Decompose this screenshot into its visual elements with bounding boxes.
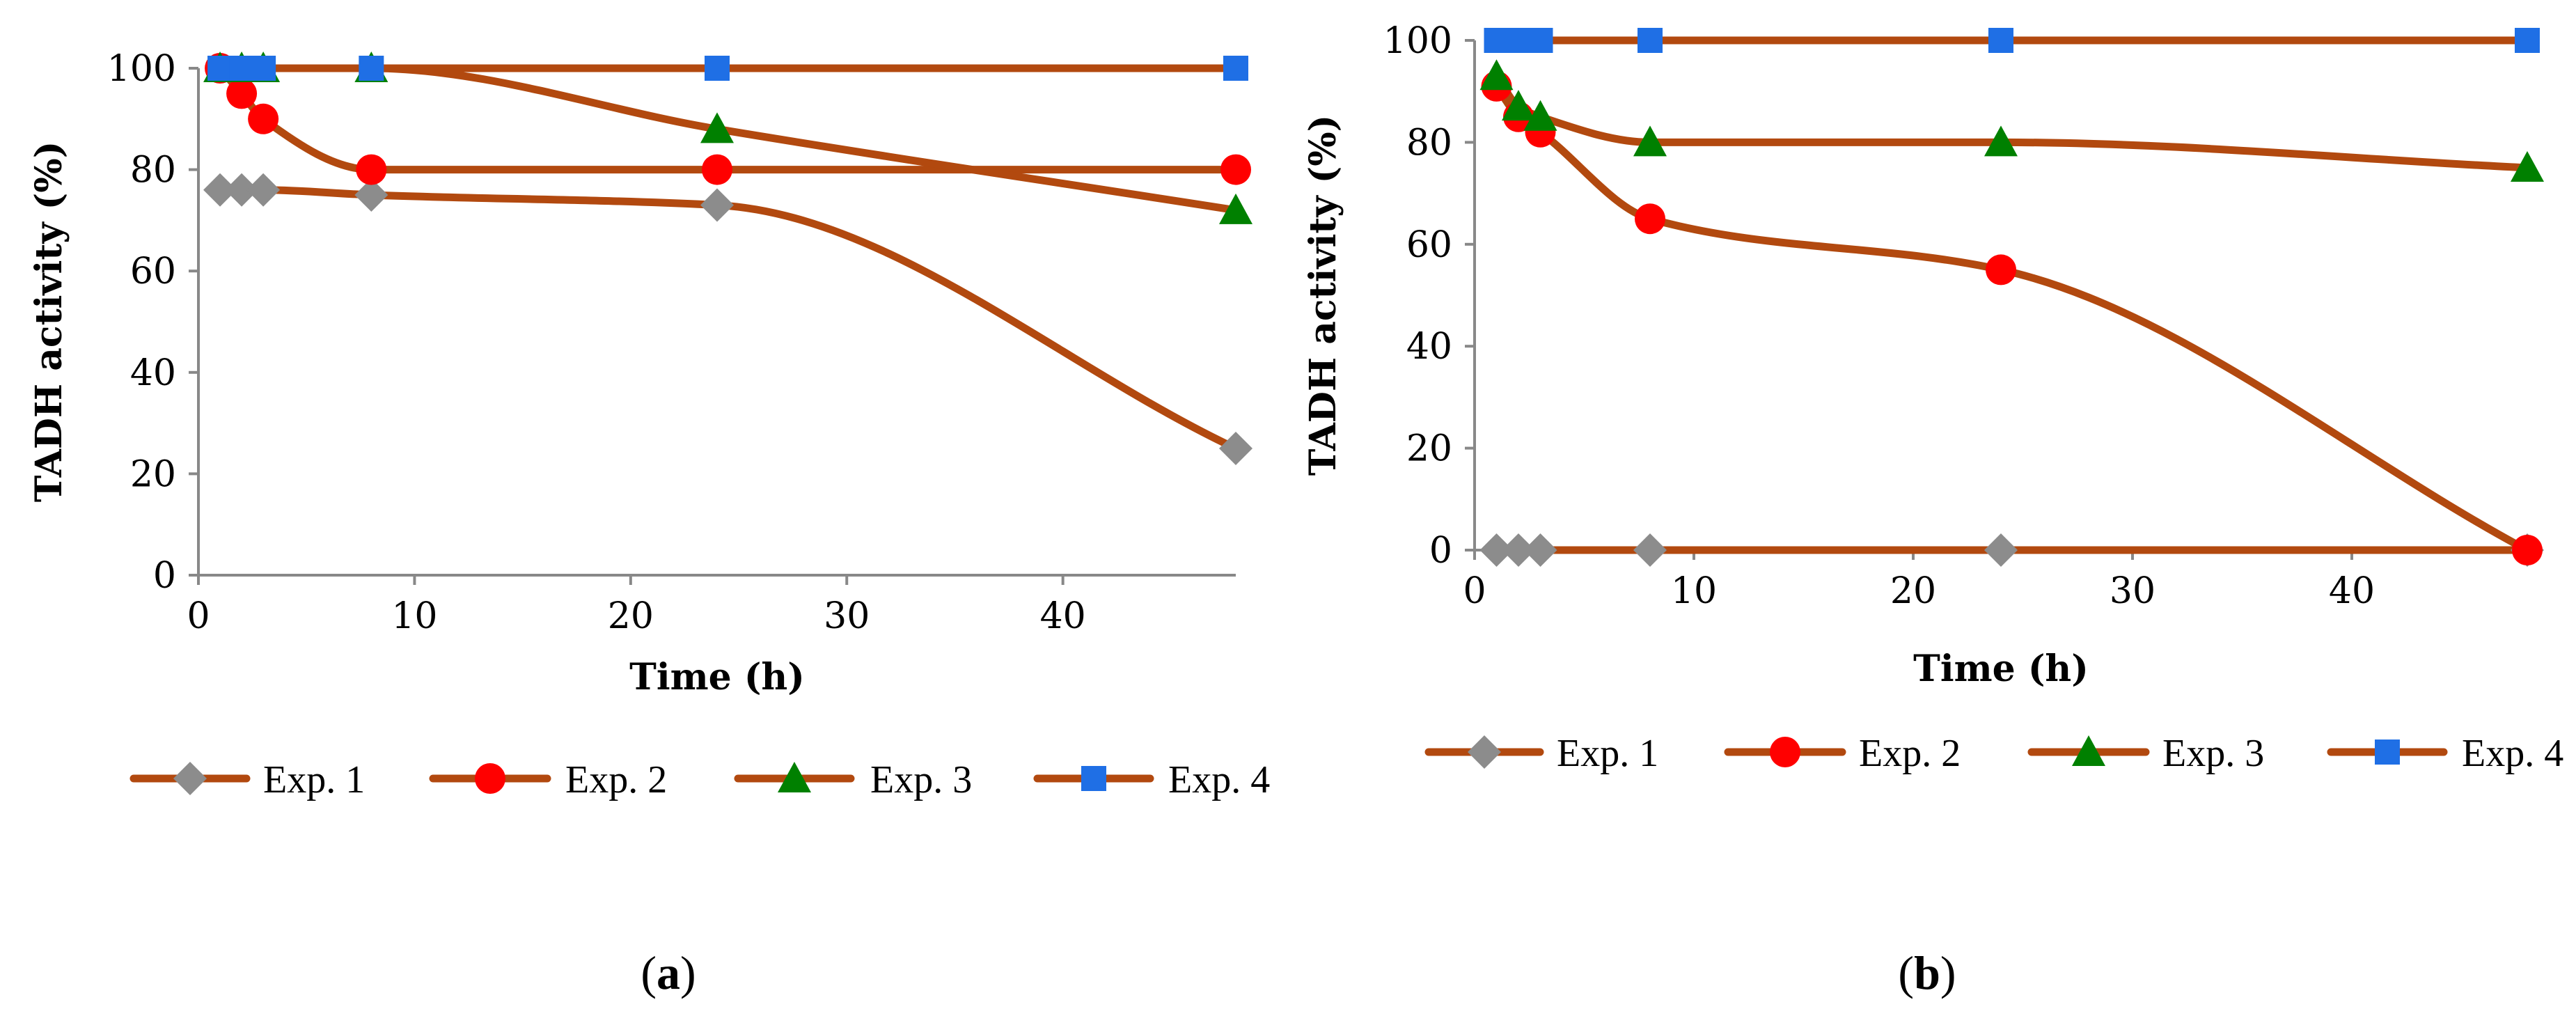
data-point-a-exp-4 [705, 56, 730, 81]
x-tick-label-a: 0 [187, 595, 210, 637]
chart-panel-b: 0 20 40 60 80 100 0 10 20 30 40 Time (h) TADH activi… [1302, 20, 2563, 999]
data-point-b-exp-4 [1988, 28, 2013, 53]
data-point-b-exp-3 [1984, 125, 2018, 157]
data-point-b-exp-2 [2512, 535, 2543, 565]
legend-marker-b-exp-4 [2375, 740, 2400, 765]
x-tick-label-a: 10 [391, 595, 437, 637]
legend-label-b-exp-1: Exp. 1 [1557, 732, 1658, 775]
data-point-b-exp-4 [1484, 28, 1509, 53]
data-point-a-exp-1 [203, 173, 237, 207]
legend-marker-a-exp-4 [1081, 766, 1106, 791]
data-point-b-exp-2 [1635, 203, 1665, 235]
data-point-a-exp-4 [251, 56, 276, 81]
legend-marker-a-exp-3 [778, 762, 811, 792]
y-tick-label-b: 20 [1406, 428, 1452, 470]
y-tick-label-a: 80 [130, 150, 176, 191]
data-point-a-exp-1 [246, 173, 281, 207]
legend-marker-a-exp-2 [475, 763, 505, 794]
data-point-a-exp-4 [207, 56, 233, 81]
data-point-b-exp-1 [1633, 533, 1667, 567]
data-point-b-exp-3 [1479, 59, 1514, 91]
data-point-a-exp-2 [1220, 154, 1251, 185]
y-tick-label-b: 60 [1406, 224, 1452, 266]
data-point-b-exp-1 [1502, 533, 1535, 567]
legend-label-a-exp-4: Exp. 4 [1168, 758, 1270, 801]
x-tick-label-b: 10 [1671, 570, 1717, 612]
x-tick-label-b: 20 [1890, 570, 1936, 612]
data-point-b-exp-4 [2515, 28, 2540, 53]
legend-label-a-exp-2: Exp. 2 [565, 758, 667, 801]
x-tick-label-b: 40 [2329, 570, 2375, 612]
data-point-a-exp-4 [229, 56, 255, 81]
panel-label-a: (a) [641, 946, 696, 999]
data-point-b-exp-3 [1633, 125, 1667, 157]
y-tick-label-a: 100 [107, 48, 176, 90]
data-point-a-exp-3 [700, 112, 734, 143]
legend-label-b-exp-2: Exp. 2 [1859, 732, 1961, 775]
x-tick-label-b: 30 [2110, 570, 2155, 612]
legend-label-a-exp-1: Exp. 1 [263, 758, 365, 801]
data-point-b-exp-4 [1527, 28, 1553, 53]
data-point-a-exp-2 [702, 154, 732, 185]
data-point-a-exp-1 [354, 178, 388, 212]
data-point-a-exp-4 [359, 56, 384, 81]
y-axis-title-a: TADH activity (%) [28, 141, 70, 503]
x-axis-title-b: Time (h) [1913, 648, 2089, 690]
y-axis-title-b: TADH activity (%) [1302, 115, 1344, 476]
legend-marker-b-exp-1 [1468, 735, 1501, 769]
data-point-b-exp-3 [1523, 100, 1557, 131]
x-tick-label-b: 0 [1463, 570, 1486, 612]
x-tick-label-a: 30 [824, 595, 870, 637]
y-tick-label-b: 100 [1383, 20, 1452, 62]
y-tick-label-a: 20 [130, 453, 176, 495]
data-point-b-exp-2 [1986, 254, 2016, 285]
x-axis-title-a: Time (h) [629, 656, 805, 698]
data-point-b-exp-4 [1638, 28, 1663, 53]
x-tick-label-a: 40 [1040, 595, 1086, 637]
legend-label-b-exp-3: Exp. 3 [2162, 732, 2264, 775]
panel-label-b: (b) [1898, 946, 1956, 999]
legend-marker-a-exp-1 [173, 762, 207, 795]
data-point-a-exp-1 [700, 188, 734, 222]
data-point-a-exp-2 [226, 78, 258, 109]
chart-panel-a: 0 20 40 60 80 100 0 10 20 30 40 Time (h) TADH activi… [28, 48, 1270, 999]
data-point-a-exp-1 [1219, 432, 1252, 465]
x-tick-label-a: 20 [608, 595, 654, 637]
y-tick-label-a: 0 [153, 555, 176, 597]
legend-label-a-exp-3: Exp. 3 [870, 758, 972, 801]
y-tick-label-b: 0 [1429, 530, 1452, 572]
data-point-a-exp-4 [1223, 56, 1248, 81]
y-tick-label-b: 40 [1406, 326, 1452, 368]
data-point-b-exp-1 [1523, 533, 1557, 567]
y-tick-label-a: 40 [130, 352, 176, 394]
data-point-a-exp-2 [248, 103, 279, 134]
legend-marker-b-exp-3 [2072, 735, 2105, 766]
data-point-b-exp-3 [2511, 151, 2544, 182]
data-point-b-exp-4 [1506, 28, 1531, 53]
data-point-b-exp-3 [1502, 90, 1535, 121]
data-point-a-exp-3 [1219, 193, 1252, 224]
y-tick-label-b: 80 [1406, 122, 1452, 164]
data-point-b-exp-1 [1984, 533, 2018, 567]
data-point-a-exp-2 [356, 154, 387, 185]
legend-label-b-exp-4: Exp. 4 [2462, 732, 2563, 775]
y-tick-label-a: 60 [130, 251, 176, 292]
legend-marker-b-exp-2 [1770, 737, 1800, 767]
data-point-b-exp-1 [1479, 533, 1514, 567]
series-line-a-exp-1 [216, 186, 1240, 453]
data-point-a-exp-1 [225, 173, 259, 207]
